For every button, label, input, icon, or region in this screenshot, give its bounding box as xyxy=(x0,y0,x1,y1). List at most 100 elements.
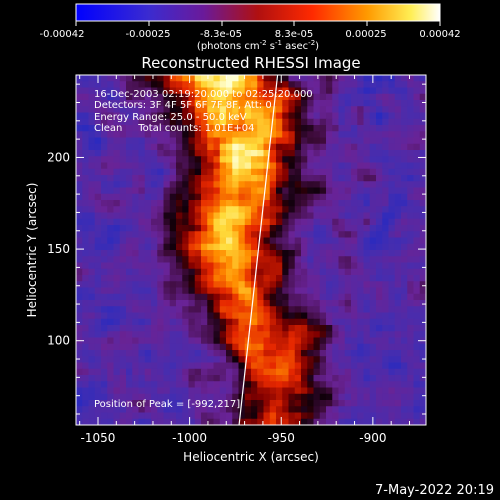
heatmap-cell xyxy=(251,268,258,276)
heatmap-cell xyxy=(194,306,202,314)
heatmap-cell xyxy=(401,293,408,301)
heatmap-cell xyxy=(282,362,290,370)
heatmap-cell xyxy=(176,118,183,126)
heatmap-cell xyxy=(332,337,340,345)
heatmap-cell xyxy=(407,131,415,139)
heatmap-cell xyxy=(182,187,190,195)
heatmap-cell xyxy=(301,356,308,364)
heatmap-cell xyxy=(132,287,140,295)
heatmap-cell xyxy=(144,318,152,326)
heatmap-cell xyxy=(194,368,202,376)
heatmap-cell xyxy=(276,400,283,407)
heatmap-cell xyxy=(319,137,327,145)
heatmap-cell xyxy=(82,93,90,101)
heatmap-cell xyxy=(282,100,290,107)
heatmap-cell xyxy=(369,412,377,420)
heatmap-cell xyxy=(138,268,146,276)
heatmap-cell xyxy=(369,381,377,389)
heatmap-cell xyxy=(282,225,290,232)
heatmap-cell xyxy=(307,187,315,195)
heatmap-cell xyxy=(113,100,121,107)
heatmap-cell xyxy=(394,306,402,314)
heatmap-cell xyxy=(238,275,246,282)
heatmap-cell xyxy=(326,268,333,276)
heatmap-cell xyxy=(213,300,221,307)
heatmap-cell xyxy=(269,387,277,395)
heatmap-cell xyxy=(232,337,240,345)
heatmap-cell xyxy=(413,118,421,126)
heatmap-cell xyxy=(263,256,271,264)
heatmap-cell xyxy=(363,325,371,332)
heatmap-cell xyxy=(182,87,190,95)
heatmap-cell xyxy=(157,143,165,151)
heatmap-cell xyxy=(282,137,290,145)
heatmap-cell xyxy=(238,306,246,314)
heatmap-cell xyxy=(182,262,190,270)
heatmap-cell xyxy=(138,231,146,239)
heatmap-cell xyxy=(244,406,252,414)
heatmap-cell xyxy=(107,368,115,376)
heatmap-cell xyxy=(138,218,146,226)
heatmap-cell xyxy=(213,381,221,389)
heatmap-cell xyxy=(207,306,215,314)
heatmap-cell xyxy=(188,393,196,401)
heatmap-cell xyxy=(163,100,171,107)
heatmap-cell xyxy=(251,81,258,89)
heatmap-cell xyxy=(282,143,290,151)
heatmap-cell xyxy=(407,418,415,425)
heatmap-cell xyxy=(332,318,340,326)
heatmap-cell xyxy=(332,225,340,232)
heatmap-cell xyxy=(76,343,83,351)
heatmap-cell xyxy=(188,243,196,251)
heatmap-cell xyxy=(132,312,140,320)
heatmap-cell xyxy=(407,287,415,295)
heatmap-cell xyxy=(269,137,277,145)
heatmap-cell xyxy=(382,281,390,289)
heatmap-cell xyxy=(194,143,202,151)
heatmap-cell xyxy=(382,212,390,220)
heatmap-cell xyxy=(213,231,221,239)
heatmap-cell xyxy=(269,356,277,364)
heatmap-cell xyxy=(413,325,421,332)
heatmap-cell xyxy=(313,212,321,220)
heatmap-cell xyxy=(257,137,265,145)
heatmap-cell xyxy=(113,225,121,232)
heatmap-cell xyxy=(207,106,215,114)
heatmap-cell xyxy=(344,218,352,226)
heatmap-cell xyxy=(376,231,383,239)
heatmap-cell xyxy=(313,418,321,425)
heatmap-cell xyxy=(313,112,321,120)
heatmap-cell xyxy=(307,356,315,364)
heatmap-cell xyxy=(413,206,421,214)
heatmap-cell xyxy=(151,287,158,295)
heatmap-cell xyxy=(182,312,190,320)
heatmap-cell xyxy=(169,125,177,132)
heatmap-cell xyxy=(344,156,352,164)
heatmap-cell xyxy=(163,106,171,114)
heatmap-cell xyxy=(88,231,96,239)
heatmap-cell xyxy=(263,106,271,114)
heatmap-cell xyxy=(219,343,227,351)
heatmap-cell xyxy=(188,100,196,107)
heatmap-cell xyxy=(119,150,127,157)
heatmap-cell xyxy=(276,206,283,214)
heatmap-cell xyxy=(357,118,365,126)
heatmap-cell xyxy=(294,381,302,389)
heatmap-cell xyxy=(382,300,390,307)
heatmap-cell xyxy=(313,75,321,82)
heatmap-cell xyxy=(226,237,233,245)
heatmap-cell xyxy=(226,343,233,351)
heatmap-cell xyxy=(138,412,146,420)
heatmap-cell xyxy=(201,175,208,182)
heatmap-cell xyxy=(188,281,196,289)
heatmap-cell xyxy=(419,143,426,151)
heatmap-cell xyxy=(282,368,290,376)
heatmap-cell xyxy=(219,350,227,357)
heatmap-cell xyxy=(194,281,202,289)
heatmap-cell xyxy=(313,350,321,357)
heatmap-cell xyxy=(94,218,102,226)
heatmap-cell xyxy=(407,368,415,376)
heatmap-cell xyxy=(176,200,183,207)
heatmap-cell xyxy=(394,168,402,176)
heatmap-cell xyxy=(238,350,246,357)
